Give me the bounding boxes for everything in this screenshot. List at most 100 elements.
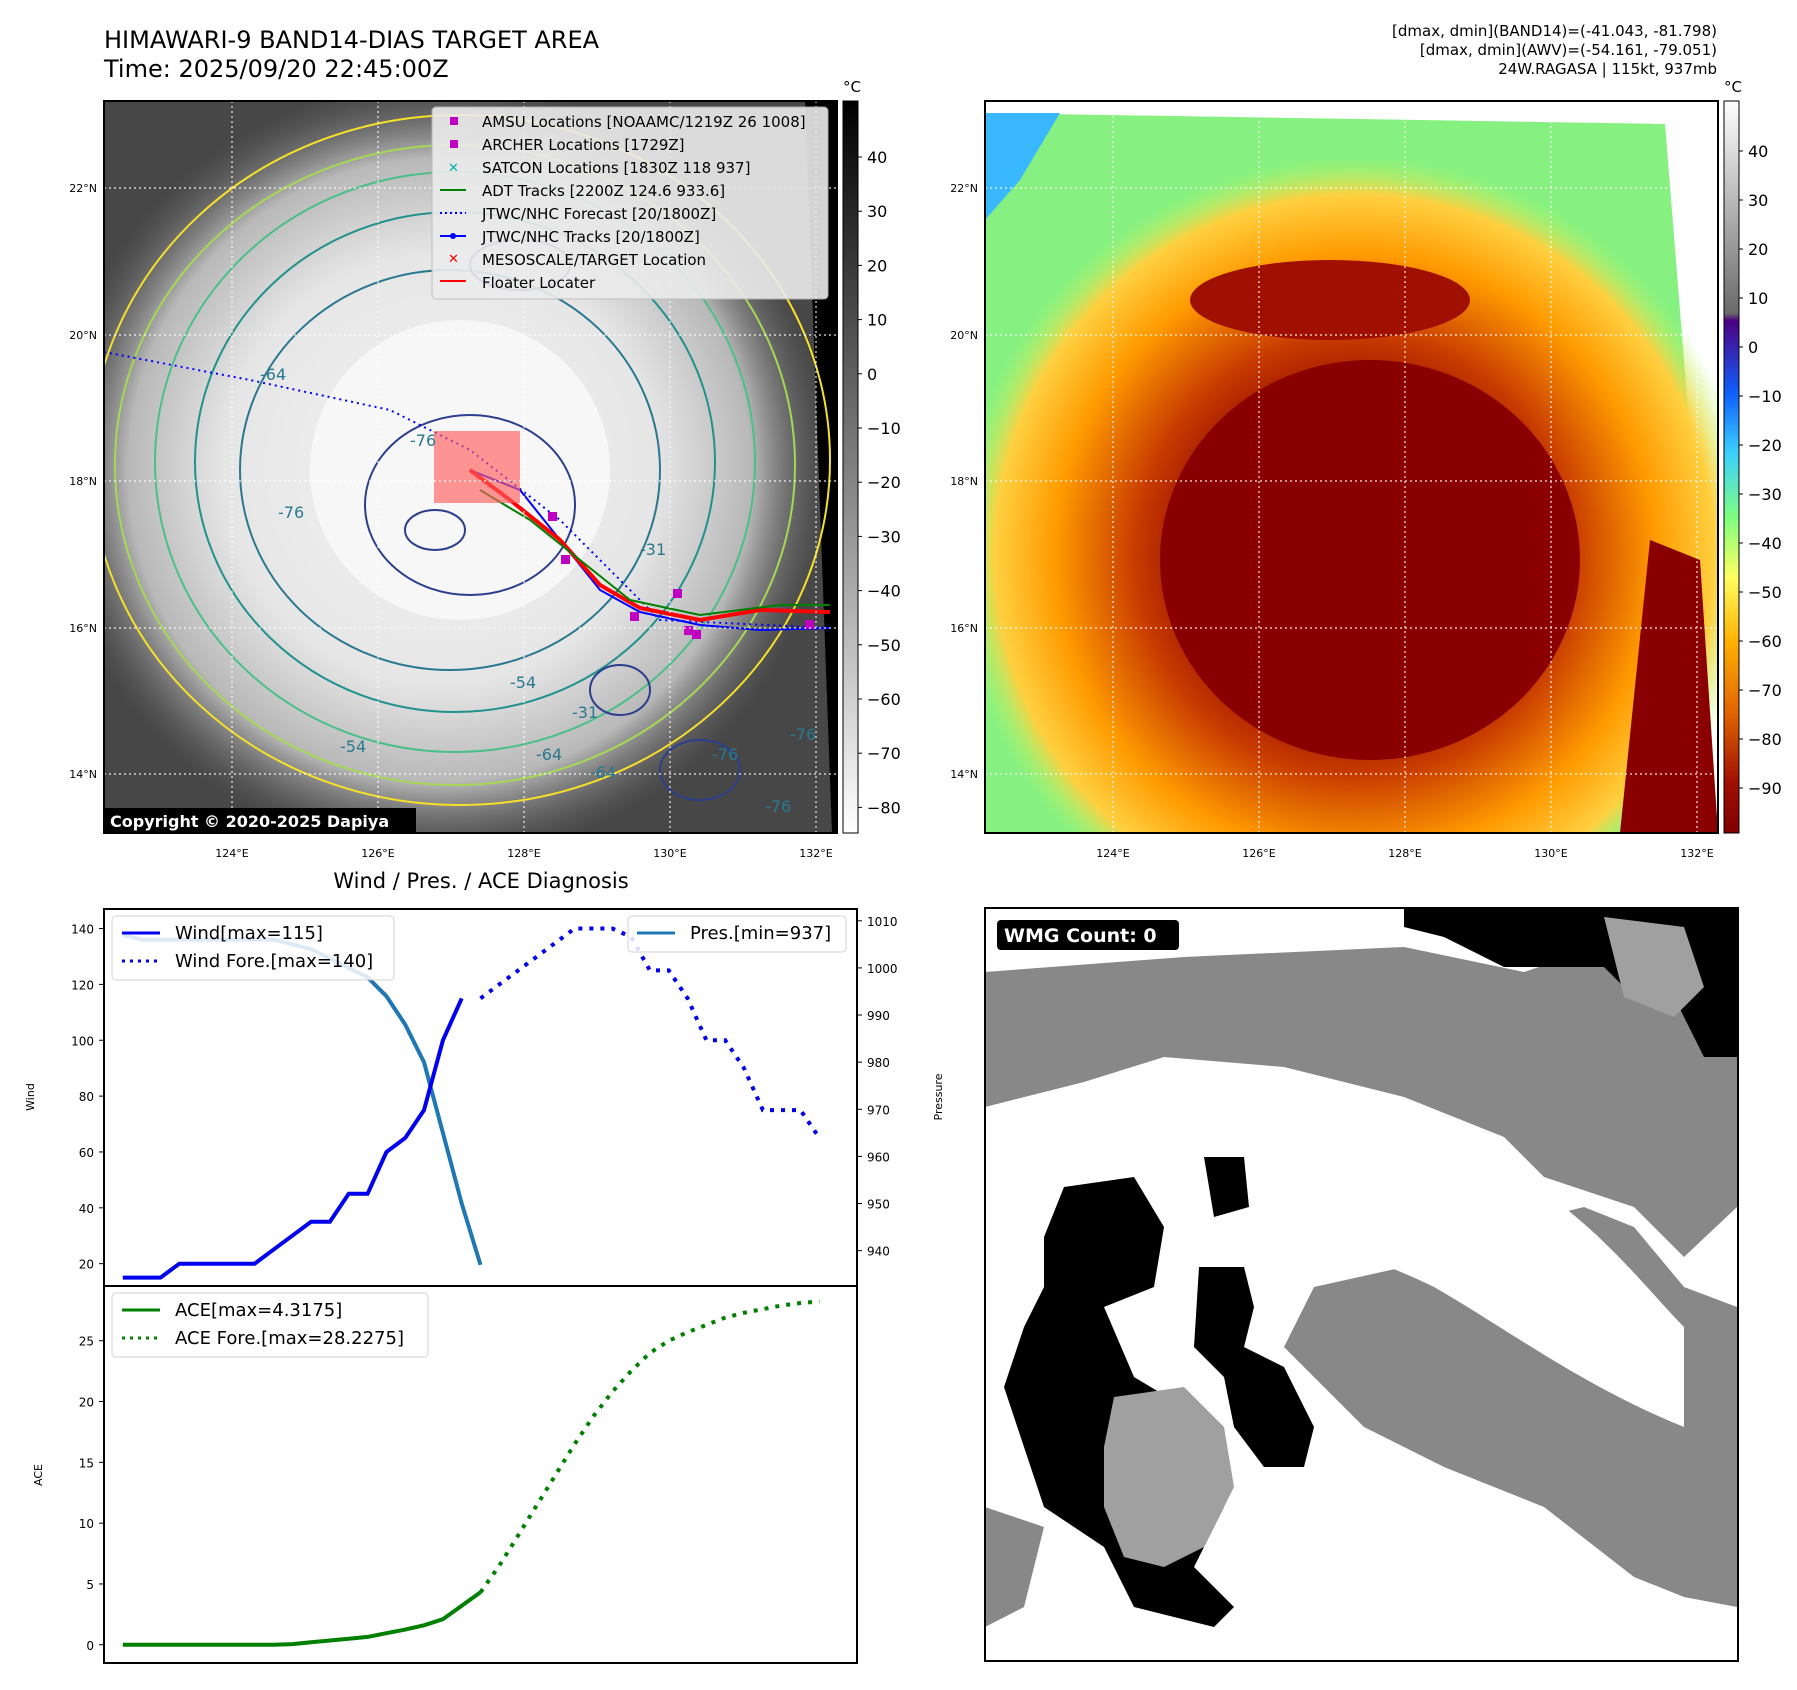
colorbar-tick-label: −30 [867, 527, 901, 546]
lon-tick: 132°E [1680, 847, 1713, 860]
ir-map-panel: -76 -76 -64 -64 -54 -54 -31 -31 -76 -76 … [69, 78, 1782, 860]
legend-amsu: AMSU Locations [NOAAMC/1219Z 26 1008] [482, 113, 806, 131]
lon-tick: 128°E [507, 847, 540, 860]
pressure-tick-label: 960 [867, 1150, 890, 1164]
wind-legend: Wind[max=115] Wind Fore.[max=140] [111, 915, 395, 981]
contour-label: -31 [640, 540, 666, 559]
lat-tick: 20°N [69, 329, 97, 342]
colorbar-tick-label: 40 [867, 148, 887, 167]
wmg-panel: WMG Count: 0 [984, 907, 1739, 1662]
pressure-tick-label: 1000 [867, 962, 898, 976]
pressure-tick-label: 980 [867, 1056, 890, 1070]
wind-tick-label: 120 [71, 978, 94, 992]
colorbar-tick-label: −40 [867, 582, 901, 601]
colorbar-tick-label: 20 [867, 256, 887, 275]
ace-tick-label: 15 [79, 1456, 94, 1470]
lon-tick: 128°E [1388, 847, 1421, 860]
legend-ace: ACE[max=4.3175] [175, 1300, 342, 1321]
lat-tick: 16°N [950, 622, 978, 635]
gray-colorbar-unit: °C [843, 78, 861, 96]
colorbar-tick-label: −80 [867, 798, 901, 817]
lon-tick: 130°E [1534, 847, 1567, 860]
wind-tick-label: 140 [71, 923, 94, 937]
colorbar-tick-label: −50 [867, 636, 901, 655]
legend-adt: ADT Tracks [2200Z 124.6 933.6] [482, 182, 725, 200]
color-colorbar [1723, 100, 1740, 834]
colorbar-tick-label: −10 [1748, 387, 1782, 406]
legend-satcon: SATCON Locations [1830Z 118 937] [482, 159, 750, 177]
contour-label: -76 [765, 797, 791, 816]
wind-tick-label: 80 [79, 1090, 94, 1104]
ace-axis-label: ACE [32, 1464, 45, 1486]
pressure-tick-label: 950 [867, 1198, 890, 1212]
colorbar-tick-label: 20 [1748, 240, 1768, 259]
diagnosis-panel: Wind / Pres. / ACE Diagnosis Wind Pressu… [24, 869, 945, 1664]
lat-tick: 14°N [69, 768, 97, 781]
pressure-tick-label: 970 [867, 1103, 890, 1117]
colorbar-tick-label: −70 [1748, 681, 1782, 700]
colorbar-tick-label: 30 [1748, 191, 1768, 210]
contour-label: -76 [712, 745, 738, 764]
colorbar-tick-label: −30 [1748, 485, 1782, 504]
ace-line [122, 1590, 482, 1647]
colorbar-tick-label: 0 [1748, 338, 1758, 357]
wind-line [122, 997, 464, 1280]
lon-tick: 130°E [653, 847, 686, 860]
ace-forecast-line [478, 1299, 820, 1594]
title-line-1: HIMAWARI-9 BAND14-DIAS TARGET AREA [104, 26, 600, 54]
wmg-count: WMG Count: 0 [1004, 925, 1157, 947]
lat-tick: 18°N [950, 475, 978, 488]
diagnosis-title: Wind / Pres. / ACE Diagnosis [333, 869, 628, 893]
lon-tick: 126°E [1242, 847, 1275, 860]
contour-label: -76 [790, 725, 816, 744]
contour-label: -54 [340, 737, 366, 756]
colorbar-tick-label: −60 [867, 690, 901, 709]
ace-tick-label: 25 [79, 1335, 94, 1349]
contour-label: -54 [510, 673, 536, 692]
ace-axes [103, 1285, 858, 1664]
figure-title: HIMAWARI-9 BAND14-DIAS TARGET AREA Time:… [104, 26, 599, 84]
wind-axis-label: Wind [24, 1083, 37, 1111]
svg-text:✕: ✕ [448, 161, 459, 176]
lon-tick: 132°E [799, 847, 832, 860]
wind-forecast-line [479, 926, 822, 1140]
lat-tick: 22°N [950, 182, 978, 195]
lat-tick: 16°N [69, 622, 97, 635]
colorbar-tick-label: −70 [867, 744, 901, 763]
stats-band14: [dmax, dmin](BAND14)=(-41.043, -81.798) [1392, 22, 1717, 40]
ace-tick-label: 0 [86, 1639, 94, 1653]
lat-tick: 22°N [69, 182, 97, 195]
wind-tick-label: 100 [71, 1034, 94, 1048]
colorbar-tick-label: 10 [1748, 289, 1768, 308]
contour-label: -64 [260, 365, 286, 384]
pressure-axis-label: Pressure [932, 1073, 945, 1120]
colorbar-tick-label: −50 [1748, 583, 1782, 602]
color-colorbar-ticks: 40 30 20 10 0 −10 −20 −30 −40 −50 −60 −70 −80 −90 [1739, 142, 1782, 798]
ace-legend: ACE[max=4.3175] ACE Fore.[max=28.2275] [111, 1292, 429, 1358]
wind-tick-label: 60 [79, 1146, 94, 1160]
legend-floater: Floater Locater [482, 274, 596, 292]
storm-info: 24W.RAGASA | 115kt, 937mb [1498, 60, 1717, 78]
copyright: Copyright © 2020-2025 Dapiya [110, 812, 389, 831]
contour-label: -64 [536, 745, 562, 764]
legend-mesoscale: MESOSCALE/TARGET Location [482, 251, 706, 269]
pressure-legend: Pres.[min=937] [627, 915, 847, 953]
lat-tick: 18°N [69, 475, 97, 488]
contour-label: -31 [572, 703, 598, 722]
legend-archer: ARCHER Locations [1729Z] [482, 136, 685, 154]
legend-wind: Wind[max=115] [175, 923, 323, 944]
color-colorbar-unit: °C [1724, 78, 1742, 96]
ace-tick-label: 10 [79, 1517, 94, 1531]
stats-awv: [dmax, dmin](AWV)=(-54.161, -79.051) [1419, 41, 1717, 59]
colorbar-tick-label: −20 [1748, 436, 1782, 455]
colorbar-tick-label: 10 [867, 311, 887, 330]
stats-block: [dmax, dmin](BAND14)=(-41.043, -81.798) … [1392, 22, 1717, 79]
colorbar-tick-label: −80 [1748, 730, 1782, 749]
ace-tick-label: 20 [79, 1396, 94, 1410]
gray-colorbar [842, 100, 859, 834]
colorbar-tick-label: −40 [1748, 534, 1782, 553]
colorbar-tick-label: 30 [867, 202, 887, 221]
lon-tick: 126°E [361, 847, 394, 860]
legend-pressure: Pres.[min=937] [690, 923, 831, 944]
pressure-tick-label: 990 [867, 1009, 890, 1023]
